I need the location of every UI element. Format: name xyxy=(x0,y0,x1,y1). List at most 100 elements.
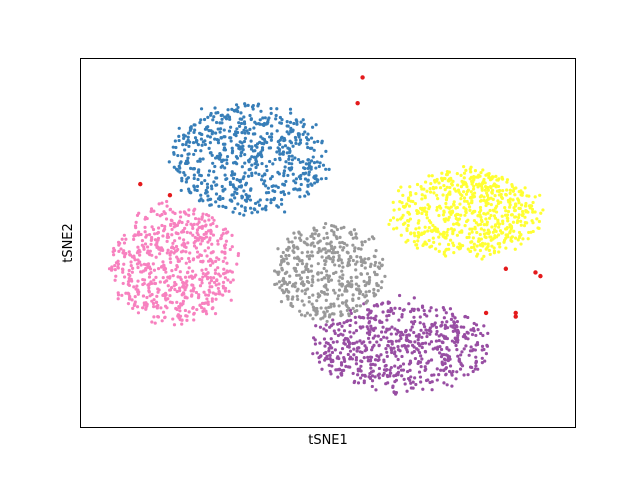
scatter-point xyxy=(311,317,315,321)
scatter-point xyxy=(161,260,165,264)
scatter-point xyxy=(474,323,479,327)
scatter-point xyxy=(278,158,282,162)
scatter-point xyxy=(327,274,332,278)
scatter-point xyxy=(397,207,401,211)
scatter-point xyxy=(523,186,527,190)
scatter-point xyxy=(340,346,345,351)
scatter-point xyxy=(296,158,301,162)
scatter-point xyxy=(331,255,336,259)
scatter-point xyxy=(340,269,344,273)
scatter-point xyxy=(503,206,507,210)
scatter-point xyxy=(202,307,206,311)
scatter-point xyxy=(412,231,416,235)
scatter-point xyxy=(180,220,184,225)
scatter-point xyxy=(191,226,195,230)
scatter-point xyxy=(248,127,252,131)
scatter-point xyxy=(177,138,181,143)
scatter-point xyxy=(516,238,520,242)
scatter-point xyxy=(250,145,254,149)
scatter-point xyxy=(468,177,472,181)
scatter-point xyxy=(199,253,204,258)
scatter-point xyxy=(259,109,263,113)
scatter-point xyxy=(396,366,400,370)
scatter-point xyxy=(467,205,472,209)
scatter-point xyxy=(165,251,169,255)
scatter-point xyxy=(499,195,504,199)
scatter-point xyxy=(274,113,278,118)
scatter-point xyxy=(466,188,470,192)
scatter-point xyxy=(113,268,117,272)
scatter-point xyxy=(354,362,359,366)
scatter-point xyxy=(430,373,434,377)
scatter-point xyxy=(453,316,457,320)
scatter-point xyxy=(269,106,273,111)
scatter-point xyxy=(355,308,359,313)
scatter-point xyxy=(229,139,233,143)
scatter-point xyxy=(441,193,445,197)
scatter-point xyxy=(165,306,169,310)
scatter-point xyxy=(209,184,214,188)
scatter-point xyxy=(331,318,335,322)
scatter-point xyxy=(242,189,246,193)
scatter-point xyxy=(186,152,190,156)
scatter-point xyxy=(205,254,209,258)
scatter-point xyxy=(292,187,296,191)
scatter-point xyxy=(298,188,302,192)
scatter-point xyxy=(453,340,457,345)
scatter-point xyxy=(300,289,304,293)
scatter-point xyxy=(295,256,300,261)
scatter-point xyxy=(287,240,291,244)
scatter-point xyxy=(454,329,458,333)
scatter-point xyxy=(284,253,288,258)
scatter-point xyxy=(452,320,456,324)
scatter-point xyxy=(172,152,176,156)
scatter-point xyxy=(405,338,409,343)
scatter-point xyxy=(193,188,197,192)
scatter-point xyxy=(393,364,397,368)
scatter-point xyxy=(265,198,269,202)
scatter-point xyxy=(405,227,409,231)
scatter-point xyxy=(288,280,292,285)
scatter-point xyxy=(318,239,322,243)
scatter-point xyxy=(148,249,152,253)
scatter-point xyxy=(325,309,329,313)
scatter-point xyxy=(376,358,380,363)
scatter-point xyxy=(113,278,117,282)
scatter-point xyxy=(248,206,253,210)
scatter-point xyxy=(181,281,185,285)
scatter-point xyxy=(200,181,204,185)
scatter-point xyxy=(413,340,417,344)
scatter-point xyxy=(210,187,214,191)
scatter-point xyxy=(197,225,201,230)
scatter-point xyxy=(238,124,242,128)
scatter-point xyxy=(258,198,262,202)
scatter-point xyxy=(268,159,272,164)
scatter-point xyxy=(354,282,358,286)
scatter-point xyxy=(465,235,469,240)
scatter-point xyxy=(290,240,294,244)
scatter-point xyxy=(428,187,432,191)
scatter-point xyxy=(538,193,542,197)
scatter-point xyxy=(427,207,431,211)
scatter-point xyxy=(429,244,434,248)
scatter-point xyxy=(375,272,379,277)
scatter-point xyxy=(152,315,156,319)
scatter-point xyxy=(288,120,293,124)
scatter-point xyxy=(397,293,402,298)
scatter-point xyxy=(483,188,487,192)
scatter-point xyxy=(515,220,519,225)
scatter-point xyxy=(460,364,465,368)
scatter-point xyxy=(224,231,228,235)
scatter-point xyxy=(418,315,422,319)
scatter-point xyxy=(120,237,124,241)
scatter-point xyxy=(141,277,145,282)
scatter-point xyxy=(438,351,442,355)
scatter-point xyxy=(134,220,138,225)
scatter-point xyxy=(152,298,156,302)
scatter-point xyxy=(391,385,395,390)
scatter-point xyxy=(307,257,311,261)
scatter-point xyxy=(416,231,420,235)
scatter-point xyxy=(216,242,220,246)
scatter-point xyxy=(416,348,420,352)
scatter-point xyxy=(276,140,280,144)
